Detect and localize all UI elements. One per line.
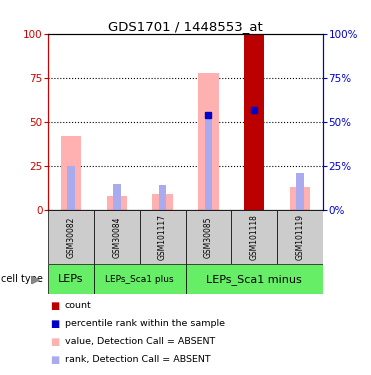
Bar xyxy=(198,72,219,210)
Bar xyxy=(296,173,303,210)
Bar xyxy=(186,264,323,294)
Bar xyxy=(48,210,94,264)
Text: value, Detection Call = ABSENT: value, Detection Call = ABSENT xyxy=(65,337,215,346)
Text: ■: ■ xyxy=(50,301,59,310)
Bar xyxy=(290,187,310,210)
Bar xyxy=(106,196,127,210)
Title: GDS1701 / 1448553_at: GDS1701 / 1448553_at xyxy=(108,20,263,33)
Bar xyxy=(205,115,212,210)
Bar xyxy=(152,194,173,210)
Text: GSM101118: GSM101118 xyxy=(250,214,259,260)
Bar xyxy=(186,210,231,264)
Text: rank, Detection Call = ABSENT: rank, Detection Call = ABSENT xyxy=(65,355,211,364)
Text: GSM30082: GSM30082 xyxy=(67,216,76,258)
Text: LEPs_Sca1 minus: LEPs_Sca1 minus xyxy=(206,274,302,285)
Bar xyxy=(140,210,186,264)
Bar xyxy=(113,184,121,210)
Text: percentile rank within the sample: percentile rank within the sample xyxy=(65,319,225,328)
Text: GSM101119: GSM101119 xyxy=(295,214,304,260)
Text: GSM30084: GSM30084 xyxy=(112,216,121,258)
Text: ■: ■ xyxy=(50,319,59,328)
Bar xyxy=(94,210,140,264)
Bar xyxy=(277,210,323,264)
Text: ■: ■ xyxy=(50,355,59,364)
Text: GSM30085: GSM30085 xyxy=(204,216,213,258)
Bar xyxy=(159,185,166,210)
Bar xyxy=(244,34,265,210)
Text: GSM101117: GSM101117 xyxy=(158,214,167,260)
Bar xyxy=(94,264,186,294)
Text: ■: ■ xyxy=(50,337,59,346)
Text: LEPs_Sca1 plus: LEPs_Sca1 plus xyxy=(105,275,174,284)
Bar xyxy=(68,166,75,210)
Text: cell type: cell type xyxy=(1,274,43,284)
Bar xyxy=(231,210,277,264)
Bar xyxy=(48,264,94,294)
Text: ▶: ▶ xyxy=(32,274,40,284)
Text: LEPs: LEPs xyxy=(58,274,84,284)
Text: count: count xyxy=(65,301,92,310)
Bar xyxy=(61,136,81,210)
